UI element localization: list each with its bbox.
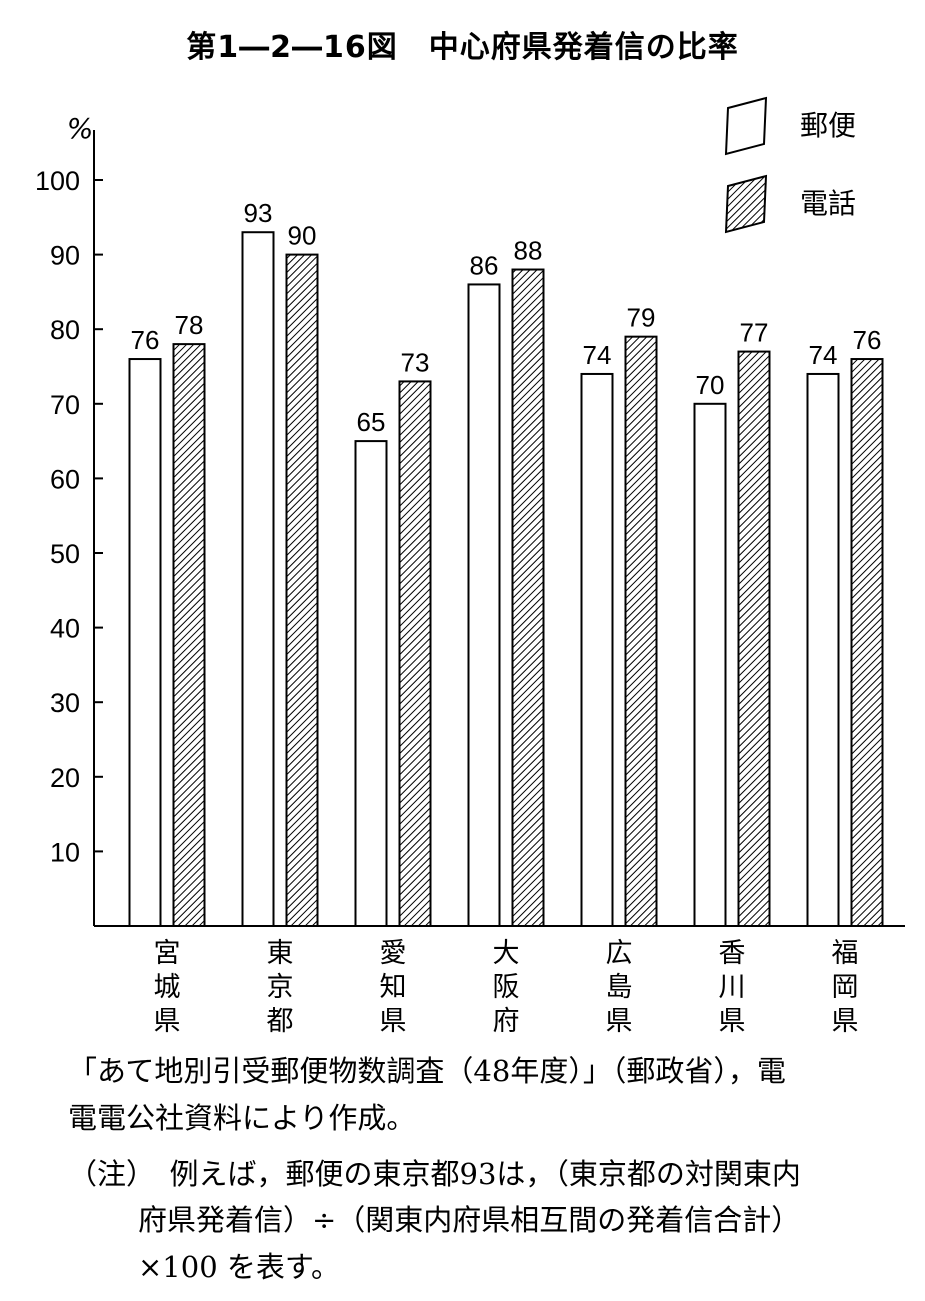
category-label-char: 府 [493,1006,520,1037]
bar-mail [467,283,501,927]
bar-value-label: 88 [514,236,543,266]
bar-phone [850,358,884,928]
bar-value-label: 74 [809,340,838,370]
category-label-char: 都 [267,1006,294,1037]
y-tick-label: 30 [50,688,80,718]
y-tick-label: 80 [50,315,80,345]
bar-value-label: 77 [740,318,769,348]
bar-mail [241,231,275,928]
bar-mail [354,440,388,927]
y-tick-label: 20 [50,763,80,793]
category-label-char: 県 [380,1006,407,1037]
bar-value-label: 76 [853,325,882,355]
category-label-char: 福 [832,938,859,969]
source-note-line-2: 電電公社資料により作成。 [68,1101,416,1135]
category-label-char: 城 [154,972,181,1003]
category-label-char: 県 [606,1006,633,1037]
bar-value-label: 78 [175,310,204,340]
source-note-line-1: 「あて地別引受郵便物数調査（48年度）」（郵政省），電 [68,1054,786,1088]
category-label-char: 県 [719,1006,746,1037]
legend-label: 電話 [800,187,856,220]
bar-value-label: 86 [470,250,499,280]
category-label-char: 阪 [493,972,520,1003]
y-axis-unit-label: % [67,112,94,145]
chart-title: 第1―2―16図 中心府県発着信の比率 [186,30,739,65]
y-tick-label: 40 [50,614,80,644]
bar-value-label: 73 [401,347,430,377]
y-tick-label: 100 [35,166,80,196]
footnote-line-2: 府県発着信）÷（関東内府県相互間の発着信合計） [138,1203,801,1237]
bar-mail [580,372,614,927]
legend-label: 郵便 [800,109,856,142]
category-label-char: 宮 [154,938,181,969]
category-label-char: 岡 [832,972,859,1003]
category-label-char: 京 [267,972,294,1003]
bar-value-label: 93 [244,198,273,228]
bar-value-label: 74 [583,340,612,370]
y-tick-label: 70 [50,390,80,420]
category-label-char: 川 [719,972,746,1003]
bar-phone [624,335,658,928]
category-label-char: 島 [606,972,633,1003]
bar-value-label: 65 [357,407,386,437]
bar-phone [172,343,206,927]
category-label-char: 広 [606,938,633,969]
y-tick-label: 60 [50,464,80,494]
bar-value-label: 70 [696,370,725,400]
legend-swatch-phone [724,174,768,234]
bar-mail [128,358,162,928]
y-tick-label: 90 [50,241,80,271]
category-label-char: 知 [380,972,407,1003]
bar-mail [806,372,840,927]
footnote-line-3: ×100 を表す。 [138,1250,340,1284]
footnote-line-1: （注） 例えば，郵便の東京都93は，（東京都の対関東内 [68,1157,801,1191]
bar-value-label: 76 [131,325,160,355]
bar-value-label: 79 [627,303,656,333]
bar-mail [693,402,727,927]
y-tick-label: 10 [50,837,80,867]
category-label-char: 県 [154,1006,181,1037]
bar-phone [398,380,432,928]
category-label-char: 大 [493,938,520,969]
category-label-char: 県 [832,1006,859,1037]
bar-phone [285,253,319,928]
bar-phone [737,350,771,927]
category-label-char: 東 [267,938,294,969]
y-tick-label: 50 [50,539,80,569]
legend-swatch-mail [724,96,768,156]
bar-value-label: 90 [288,221,317,251]
category-label-char: 愛 [380,938,407,969]
bar-phone [511,268,545,927]
category-label-char: 香 [719,938,746,969]
